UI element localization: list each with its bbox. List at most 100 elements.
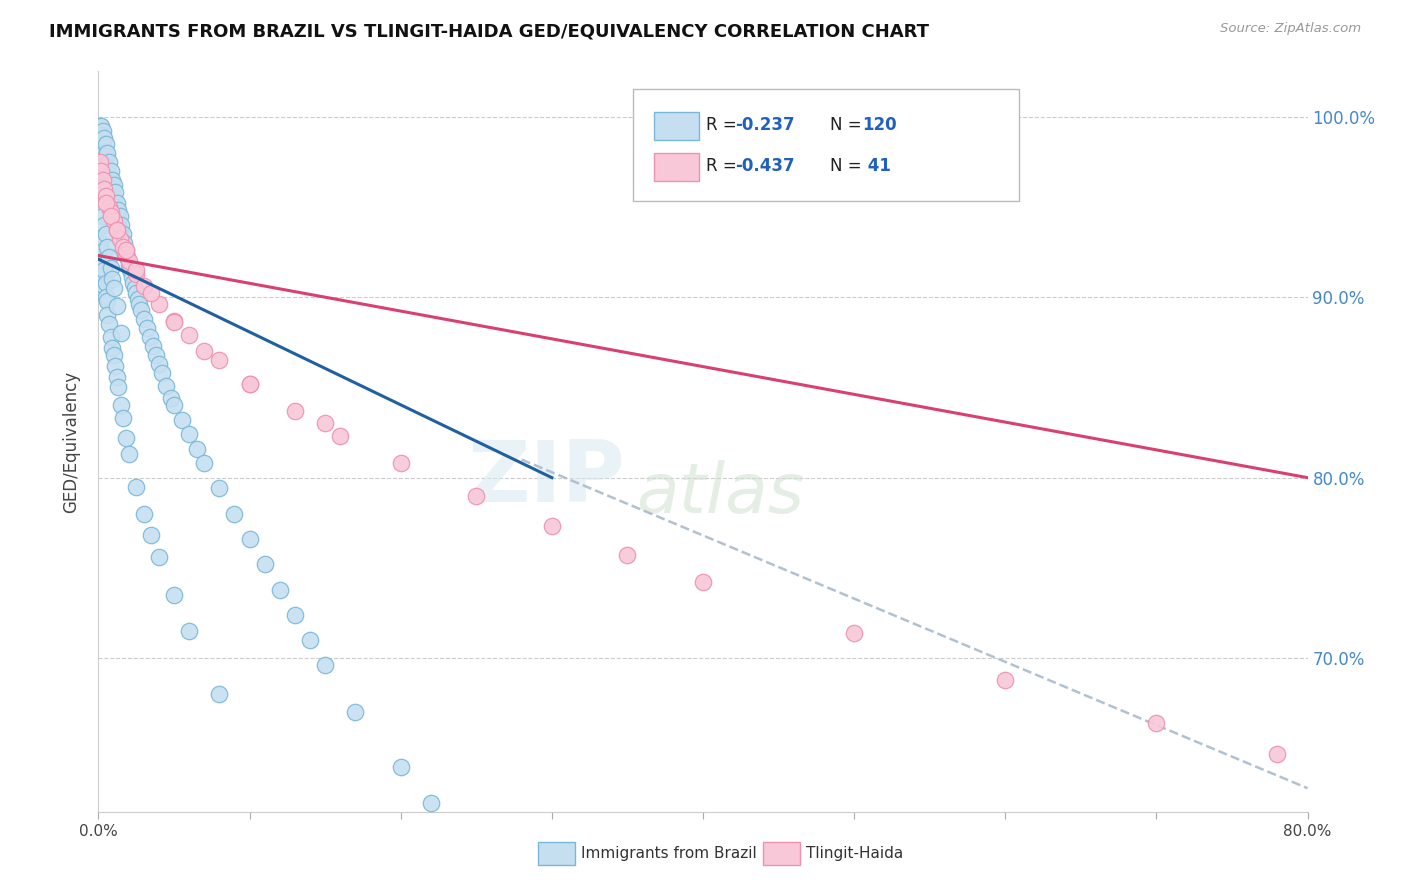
Point [108, 223, 131, 237]
Text: 41: 41 [862, 157, 891, 175]
Point [89, 145, 111, 160]
Text: Immigrants from Brazil: Immigrants from Brazil [581, 847, 756, 861]
Point [107, 203, 129, 218]
Point [389, 456, 412, 470]
Point [110, 399, 132, 413]
Y-axis label: GED/Equivalency: GED/Equivalency [62, 370, 80, 513]
Point [118, 447, 141, 461]
Point [94, 136, 117, 151]
Point [91, 209, 114, 223]
Point [98, 182, 121, 196]
Point [118, 258, 141, 272]
Point [98, 154, 121, 169]
Point [208, 482, 231, 496]
Point [94, 163, 117, 178]
Point [253, 558, 276, 572]
Point [98, 317, 121, 331]
Point [91, 160, 114, 174]
Text: Tlingit-Haida: Tlingit-Haida [806, 847, 903, 861]
Point [96, 308, 118, 322]
Point [148, 297, 170, 311]
Point [94, 290, 117, 304]
Point [98, 251, 121, 265]
Point [193, 456, 215, 470]
Point [1267, 747, 1289, 761]
Text: ZIP: ZIP [467, 437, 624, 520]
Point [129, 302, 152, 317]
Point [108, 232, 131, 246]
Point [105, 223, 128, 237]
Point [148, 357, 170, 371]
Text: N =: N = [830, 157, 866, 175]
Point [93, 279, 115, 293]
Point [124, 281, 146, 295]
Point [465, 489, 488, 503]
Point [114, 431, 136, 445]
Point [110, 230, 132, 244]
Point [127, 292, 149, 306]
Point [125, 263, 148, 277]
Point [314, 417, 336, 431]
Point [125, 267, 148, 281]
Point [118, 254, 141, 268]
Text: IMMIGRANTS FROM BRAZIL VS TLINGIT-HAIDA GED/EQUIVALENCY CORRELATION CHART: IMMIGRANTS FROM BRAZIL VS TLINGIT-HAIDA … [49, 22, 929, 40]
Point [100, 205, 122, 219]
Point [94, 196, 117, 211]
Point [224, 507, 246, 521]
Point [163, 315, 186, 329]
Point [148, 550, 170, 565]
Point [96, 160, 118, 174]
Text: 120: 120 [862, 116, 897, 134]
Point [170, 413, 193, 427]
Point [93, 131, 115, 145]
Point [329, 429, 352, 443]
Point [96, 293, 118, 308]
Point [93, 182, 115, 196]
Point [90, 128, 112, 142]
Point [89, 131, 111, 145]
Point [104, 186, 127, 200]
Text: R =: R = [706, 116, 742, 134]
Point [163, 588, 186, 602]
Point [105, 196, 128, 211]
Point [122, 276, 145, 290]
Point [142, 339, 165, 353]
Point [91, 172, 114, 186]
Point [90, 140, 112, 154]
Point [103, 214, 125, 228]
Point [90, 244, 112, 259]
Point [100, 209, 122, 223]
Point [96, 172, 118, 186]
Point [150, 366, 173, 380]
Point [91, 268, 114, 283]
Point [114, 243, 136, 257]
Point [103, 348, 125, 362]
Point [179, 427, 201, 442]
Text: R =: R = [706, 157, 742, 175]
Point [111, 227, 134, 241]
Point [344, 706, 367, 720]
Point [91, 254, 114, 268]
Point [284, 404, 307, 418]
Point [101, 172, 124, 186]
Point [994, 673, 1017, 687]
Point [98, 200, 121, 214]
Point [103, 203, 125, 218]
Point [141, 286, 163, 301]
Point [91, 136, 114, 151]
Point [132, 279, 155, 293]
Point [163, 399, 186, 413]
Point [125, 480, 148, 494]
Point [101, 341, 124, 355]
Point [93, 218, 115, 232]
Point [101, 272, 124, 286]
Point [105, 209, 128, 223]
Point [239, 376, 262, 391]
Point [104, 200, 127, 214]
Point [114, 243, 136, 257]
Point [110, 326, 132, 341]
Point [1144, 716, 1167, 731]
Point [89, 251, 111, 265]
Text: -0.437: -0.437 [735, 157, 794, 175]
Point [103, 178, 125, 193]
